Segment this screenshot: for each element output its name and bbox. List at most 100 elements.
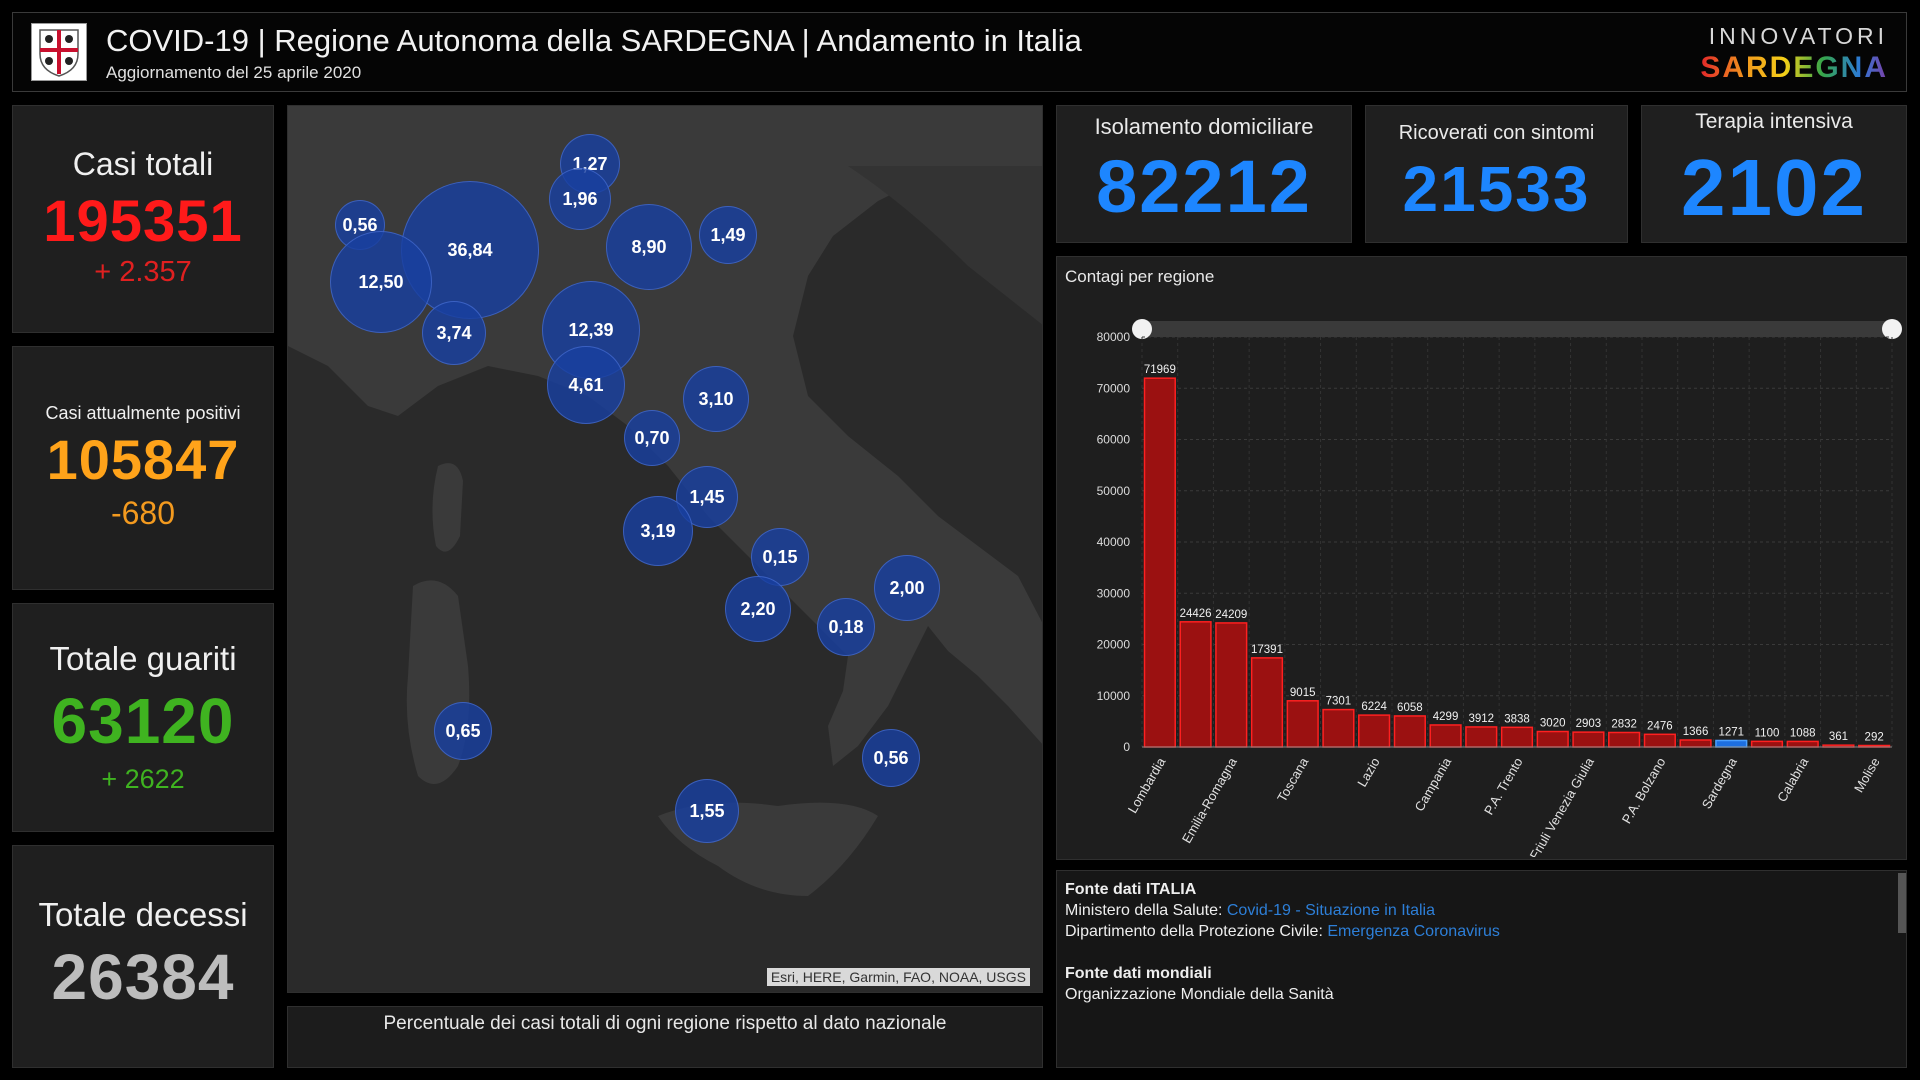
total-cases-card: Casi totali 195351 + 2.357 — [12, 105, 274, 333]
chart-bar — [1608, 731, 1641, 748]
active-cases-value: 105847 — [46, 428, 240, 491]
recovered-delta: + 2622 — [101, 764, 185, 794]
map-bubble-molise[interactable]: 0,15 — [751, 528, 809, 586]
map-bubble-piemonte[interactable]: 12,50 — [330, 231, 432, 333]
map-bubble-campania[interactable]: 2,20 — [725, 576, 791, 642]
bar-value-label: 292 — [1865, 732, 1884, 744]
total-cases-label: Casi totali — [72, 146, 214, 182]
map-bubble-liguria[interactable]: 3,74 — [422, 301, 486, 365]
y-tick-label: 20000 — [1097, 638, 1131, 652]
x-tick-label: P.A. Trento — [1481, 755, 1526, 817]
y-tick-label: 60000 — [1097, 433, 1131, 447]
ministry-link[interactable]: Covid-19 - Situazione in Italia — [1226, 902, 1435, 919]
civil-protection-link[interactable]: Emergenza Coronavirus — [1327, 923, 1500, 940]
bar-value-label: 2903 — [1576, 718, 1602, 730]
page-title: COVID-19 | Regione Autonoma della SARDEG… — [106, 23, 1082, 58]
hospitalized-label: Ricoverati con sintomi — [1398, 122, 1595, 144]
y-tick-label: 80000 — [1097, 330, 1131, 344]
x-tick-label: Campania — [1412, 754, 1455, 813]
active-cases-delta: -680 — [110, 495, 176, 531]
ministry-label: Ministero della Salute: — [1065, 902, 1223, 919]
home-isolation-label: Isolamento domiciliare — [1094, 114, 1314, 139]
active-cases-label: Casi attualmente positivi — [45, 403, 241, 423]
x-tick-label: Sardegna — [1699, 754, 1741, 811]
deaths-card: Totale decessi 26384 — [12, 845, 274, 1068]
map-bubble-sicilia[interactable]: 1,55 — [675, 779, 739, 843]
map-caption-panel: Percentuale dei casi totali di ogni regi… — [287, 1006, 1043, 1068]
home-isolation-card: Isolamento domiciliare 82212 — [1056, 105, 1352, 243]
data-sources-panel: Fonte dati ITALIA Ministero della Salute… — [1056, 870, 1907, 1068]
bar-value-label: 24426 — [1180, 608, 1212, 620]
hospitalized-card: Ricoverati con sintomi 21533 — [1365, 105, 1628, 243]
cases-by-region-chart: Contagi per regione 0 10000 20000 30000 4000… — [1056, 256, 1907, 860]
map-bubble-toscana[interactable]: 4,61 — [547, 346, 625, 424]
x-tick-label: Molise — [1851, 755, 1883, 795]
bar-value-label: 1088 — [1790, 727, 1816, 739]
dashboard-header: COVID-19 | Regione Autonoma della SARDEG… — [12, 12, 1907, 92]
ministry-source-line: Ministero della Salute: Covid-19 - Situa… — [1065, 900, 1898, 921]
bar-value-label: 17391 — [1251, 644, 1283, 656]
chart-bar — [1750, 740, 1784, 748]
chart-bar — [1643, 733, 1676, 748]
bar-value-label: 24209 — [1215, 609, 1247, 621]
italy-sources-heading: Fonte dati ITALIA — [1065, 881, 1197, 898]
y-tick-label: 0 — [1123, 740, 1130, 754]
y-tick-label: 40000 — [1097, 535, 1131, 549]
brand-logo-innovatori: INNOVATORI — [1708, 23, 1888, 49]
x-tick-label: Friuli Venezia Giulia — [1527, 754, 1598, 857]
update-date: Aggiornamento del 25 aprile 2020 — [106, 63, 362, 82]
icu-card: Terapia intensiva 2102 — [1641, 105, 1907, 243]
chart-bar — [1572, 731, 1605, 748]
civil-protection-label: Dipartimento della Protezione Civile: — [1065, 923, 1323, 940]
bar-value-label: 4299 — [1433, 711, 1459, 723]
bar-value-label: 1271 — [1718, 726, 1744, 738]
chart-bar — [1429, 724, 1462, 748]
range-slider-handle-left[interactable] — [1132, 319, 1152, 339]
bar-value-label: 1366 — [1683, 726, 1709, 738]
total-cases-delta: + 2.357 — [94, 256, 192, 288]
bar-value-label: 3912 — [1468, 713, 1494, 725]
x-tick-label: Lazio — [1354, 755, 1383, 789]
recovered-value: 63120 — [51, 685, 235, 757]
map-bubble-calabria[interactable]: 0,56 — [862, 729, 920, 787]
recovered-label: Totale guariti — [49, 640, 237, 677]
chart-bar — [1322, 708, 1355, 748]
chart-bar — [1250, 657, 1284, 748]
bar-value-label: 2832 — [1611, 718, 1637, 730]
bar-value-label: 6058 — [1397, 702, 1423, 714]
bar-value-label: 1100 — [1755, 727, 1780, 739]
chart-title: Contagi per regione — [1065, 267, 1215, 286]
chart-bar — [1465, 726, 1498, 748]
map-bubble-veneto[interactable]: 8,90 — [606, 204, 692, 290]
map-bubble-trento[interactable]: 1,96 — [549, 168, 611, 230]
y-tick-label: 10000 — [1097, 689, 1131, 703]
total-cases-value: 195351 — [43, 189, 243, 254]
map-bubble-marche[interactable]: 3,10 — [683, 366, 749, 432]
chart-bar — [1215, 622, 1248, 748]
x-tick-label: P.A. Bolzano — [1619, 755, 1669, 826]
map-caption: Percentuale dei casi totali di ogni regi… — [383, 1013, 947, 1034]
map-bubble-basilicata[interactable]: 0,18 — [817, 598, 875, 656]
bar-value-label: 71969 — [1144, 364, 1176, 376]
bar-value-label: 3838 — [1504, 713, 1530, 725]
home-isolation-value: 82212 — [1096, 145, 1312, 228]
deaths-value: 26384 — [51, 941, 235, 1013]
map-bubble-sardegna[interactable]: 0,65 — [434, 702, 492, 760]
map-bubble-puglia[interactable]: 2,00 — [874, 555, 940, 621]
y-tick-label: 30000 — [1097, 586, 1131, 600]
range-slider-handle-right[interactable] — [1882, 319, 1902, 339]
y-tick-label: 70000 — [1097, 381, 1131, 395]
x-tick-label: Lombardia — [1125, 754, 1169, 815]
italy-map[interactable]: 0,56 36,84 12,50 3,74 1,27 1,96 8,90 1,4… — [287, 105, 1043, 993]
map-bubble-umbria[interactable]: 0,70 — [624, 410, 680, 466]
map-bubble-lazio[interactable]: 3,19 — [623, 496, 693, 566]
chart-bar — [1536, 730, 1569, 748]
x-tick-label: Toscana — [1274, 754, 1312, 804]
sources-scrollbar[interactable] — [1898, 873, 1906, 933]
sardinia-crest-logo — [31, 23, 87, 81]
range-slider-track — [1142, 321, 1892, 337]
world-sources-heading: Fonte dati mondiali — [1065, 965, 1212, 982]
chart-bar — [1500, 726, 1534, 748]
deaths-label: Totale decessi — [38, 896, 248, 933]
map-bubble-friuli[interactable]: 1,49 — [699, 206, 757, 264]
